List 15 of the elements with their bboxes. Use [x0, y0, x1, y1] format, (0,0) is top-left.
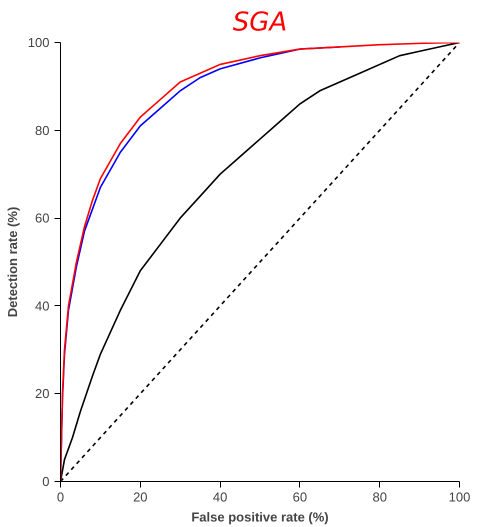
y-tick-label: 60 [35, 210, 50, 226]
x-tick-label: 40 [212, 490, 228, 504]
chart-title: SGA [232, 8, 288, 38]
x-tick-label: 100 [448, 490, 470, 504]
x-tick-label: 60 [292, 490, 308, 504]
y-tick-label: 100 [28, 35, 50, 50]
y-tick-label: 40 [35, 298, 50, 314]
x-tick-label: 20 [133, 490, 148, 504]
y-tick-label: 80 [35, 122, 50, 138]
y-tick-label: 20 [35, 386, 50, 402]
x-axis-title: False positive rate (%) [191, 510, 329, 524]
y-tick-label: 0 [42, 474, 50, 489]
y-axis-title: Detection rate (%) [4, 206, 20, 318]
x-tick-label: 80 [372, 490, 387, 504]
x-tick-label: 0 [56, 490, 64, 504]
